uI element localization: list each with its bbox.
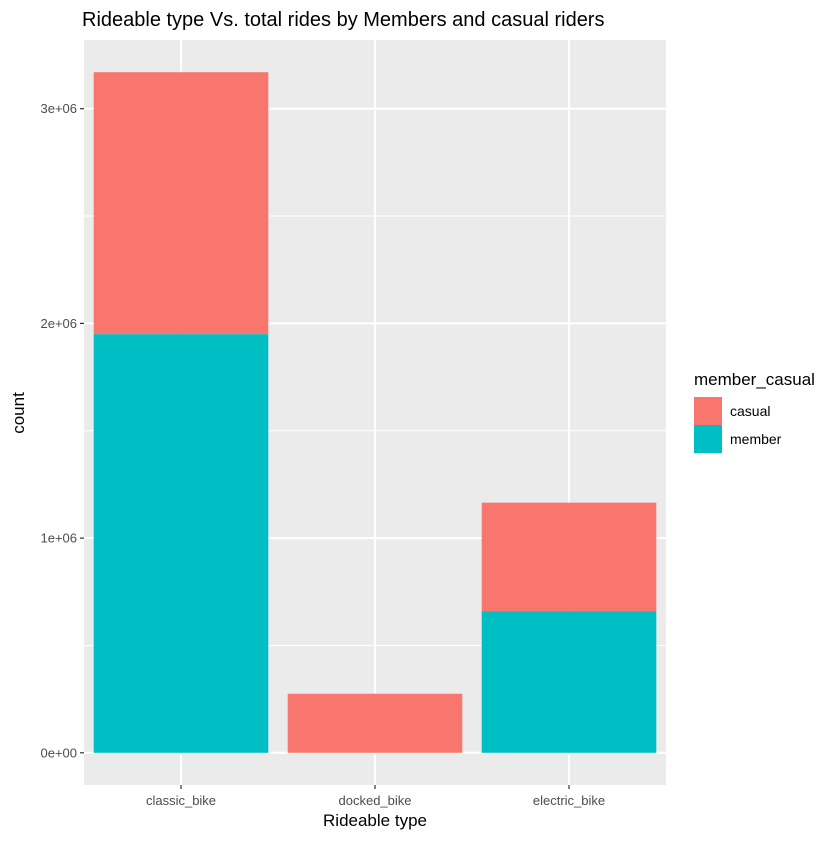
legend: member_casual casual member [694, 370, 815, 453]
bar-classic_bike-member [93, 334, 269, 753]
y-axis: 0e+00 1e+06 2e+06 3e+06 [40, 101, 84, 760]
legend-key-member [694, 425, 722, 453]
y-tick-label: 0e+00 [40, 745, 77, 760]
x-tick-label: classic_bike [146, 793, 216, 808]
legend-items: casual member [694, 397, 782, 453]
bar-electric_bike-casual [481, 502, 657, 612]
bar-docked_bike-casual [287, 693, 463, 753]
bar-classic_bike-casual [93, 72, 269, 335]
legend-label-casual: casual [730, 403, 770, 419]
legend-title: member_casual [694, 370, 815, 389]
bars [93, 72, 657, 753]
bar-electric_bike-member [481, 611, 657, 753]
x-tick-label: electric_bike [533, 793, 605, 808]
y-axis-title: count [9, 392, 28, 434]
x-axis-title: Rideable type [323, 811, 427, 830]
y-tick-label: 2e+06 [40, 316, 77, 331]
y-tick-label: 3e+06 [40, 101, 77, 116]
y-tick-label: 1e+06 [40, 531, 77, 546]
legend-key-casual [694, 397, 722, 425]
legend-label-member: member [730, 431, 782, 447]
chart-title: Rideable type Vs. total rides by Members… [82, 9, 604, 31]
x-tick-label: docked_bike [339, 793, 412, 808]
x-axis: classic_bike docked_bike electric_bike [146, 785, 605, 808]
